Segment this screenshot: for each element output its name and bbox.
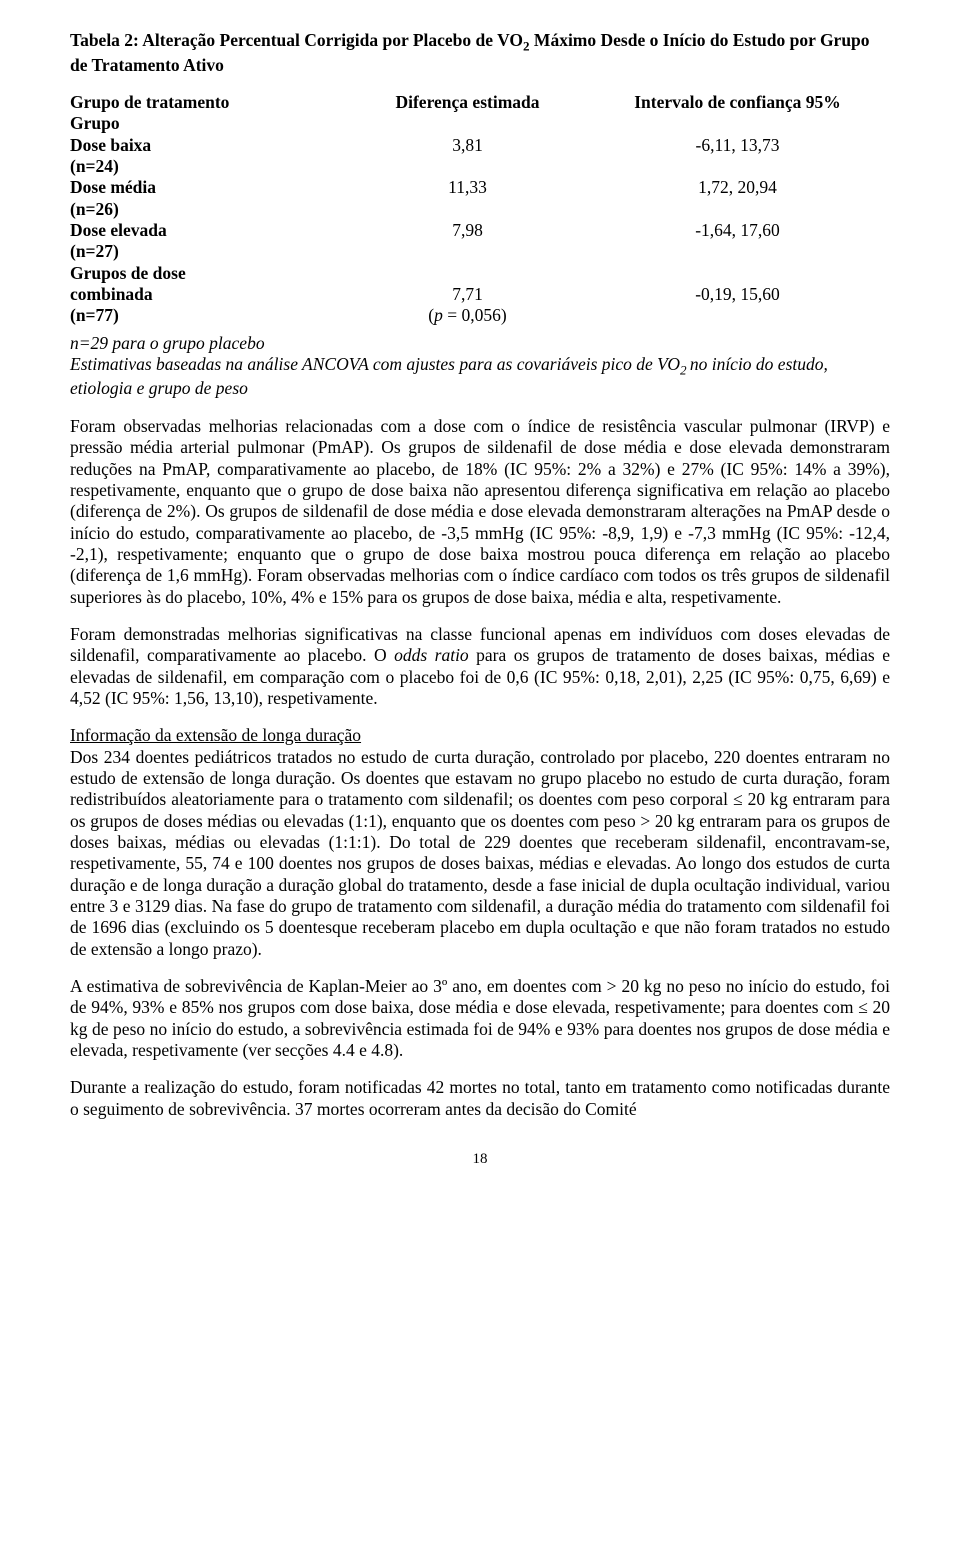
paragraph-1: Foram observadas melhorias relacionadas … bbox=[70, 416, 890, 608]
row-med-label: Dose média bbox=[70, 177, 350, 198]
th-diff: Diferença estimada bbox=[350, 92, 585, 113]
row-low-n: (n=24) bbox=[70, 156, 350, 177]
row-high-diff: 7,98 bbox=[350, 220, 585, 241]
paragraph-3: Informação da extensão de longa duração … bbox=[70, 725, 890, 960]
odds-ratio-italic: odds ratio bbox=[394, 645, 469, 665]
title-prefix: Tabela 2: Alteração Percentual Corrigida… bbox=[70, 30, 523, 50]
row-med-diff: 11,33 bbox=[350, 177, 585, 198]
row-high-ci: -1,64, 17,60 bbox=[585, 220, 890, 241]
row-med-ci: 1,72, 20,94 bbox=[585, 177, 890, 198]
page-number: 18 bbox=[70, 1150, 890, 1168]
table-title: Tabela 2: Alteração Percentual Corrigida… bbox=[70, 30, 890, 76]
th-grupo: Grupo bbox=[70, 113, 350, 134]
row-high-label: Dose elevada bbox=[70, 220, 350, 241]
row-comb-ci: -0,19, 15,60 bbox=[585, 284, 890, 305]
data-table: Grupo de tratamento Diferença estimada I… bbox=[70, 92, 890, 327]
section-heading: Informação da extensão de longa duração bbox=[70, 725, 361, 745]
paragraph-5: Durante a realização do estudo, foram no… bbox=[70, 1077, 890, 1120]
th-group: Grupo de tratamento bbox=[70, 92, 350, 113]
row-low-label: Dose baixa bbox=[70, 135, 350, 156]
th-ci: Intervalo de confiança 95% bbox=[585, 92, 890, 113]
row-comb-n: (n=77) bbox=[70, 305, 350, 326]
footnote-line2: Estimativas baseadas na análise ANCOVA c… bbox=[70, 354, 890, 400]
paragraph-4: A estimativa de sobrevivência de Kaplan-… bbox=[70, 976, 890, 1061]
row-high-n: (n=27) bbox=[70, 241, 350, 262]
row-low-diff: 3,81 bbox=[350, 135, 585, 156]
table-footnote: n=29 para o grupo placebo Estimativas ba… bbox=[70, 333, 890, 400]
footnote-line1: n=29 para o grupo placebo bbox=[70, 333, 890, 354]
row-low-ci: -6,11, 13,73 bbox=[585, 135, 890, 156]
row-med-n: (n=26) bbox=[70, 199, 350, 220]
row-comb-label1: Grupos de dose bbox=[70, 263, 350, 284]
row-comb-p: (p = 0,056) bbox=[350, 305, 585, 326]
row-comb-diff: 7,71 bbox=[350, 284, 585, 305]
paragraph-2: Foram demonstradas melhorias significati… bbox=[70, 624, 890, 709]
row-comb-label2: combinada bbox=[70, 284, 350, 305]
